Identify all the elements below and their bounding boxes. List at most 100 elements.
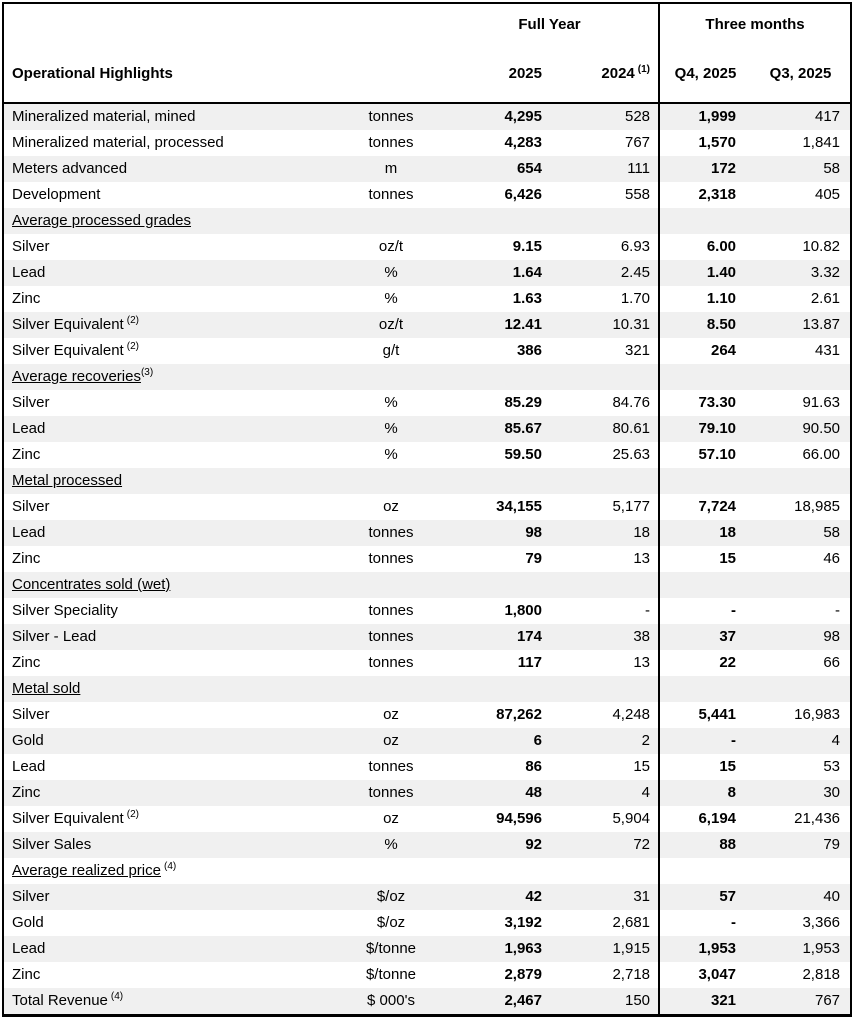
value-q3-cell: 767 (814, 991, 841, 1009)
value-fy2025-cell: 1.64 (512, 263, 542, 281)
value-q3-cell: 1,953 (802, 939, 841, 957)
value-fy2024-cell: 18 (633, 523, 651, 541)
value-q3-cell (751, 858, 851, 884)
value-q4-cell: - (658, 598, 752, 624)
value-fy2024-cell: 2,718 (612, 965, 651, 983)
value-fy2025-cell: 98 (525, 523, 542, 541)
table-row: Zinc tonnes 79 13 15 46 (3, 546, 851, 572)
unit-cell: tonnes (368, 523, 414, 541)
value-q4-cell: 6,194 (658, 806, 752, 832)
value-fy2024-cell: 13 (633, 549, 651, 567)
value-fy2024-cell: 2.45 (620, 263, 651, 281)
value-q4-cell: 8.50 (658, 312, 752, 338)
unit-cell: % (384, 835, 398, 853)
value-q4-cell (658, 468, 752, 494)
value-fy2024-cell: - (645, 601, 651, 619)
table-row: Silver oz 34,155 5,177 7,724 18,985 (3, 494, 851, 520)
value-q3-cell: 417 (814, 107, 841, 125)
unit-cell: % (384, 393, 398, 411)
unit-cell (341, 208, 441, 234)
value-fy2024-cell: 5,904 (612, 809, 651, 827)
value-q4-cell: - (658, 728, 752, 754)
value-q3-cell: 3,366 (802, 913, 841, 931)
footnote-marker: (2) (126, 808, 139, 820)
table-row: Gold $/oz 3,192 2,681- 3,366 (3, 910, 851, 936)
value-q4-cell: 1,570 (658, 130, 752, 156)
unit-cell: oz/t (378, 237, 404, 255)
value-q3-cell (751, 468, 851, 494)
value-q3-cell (751, 364, 851, 390)
table-row: Total Revenue (4) $ 000's 2,467 150 321 767 (3, 988, 852, 1016)
value-q4-cell (658, 208, 752, 234)
row-label-cell: Zinc (12, 653, 41, 671)
footnote-marker: (2) (126, 340, 139, 352)
value-q4-cell: 1,953 (658, 936, 752, 962)
value-q3-cell: 431 (814, 341, 841, 359)
value-q4-cell: 5,441 (658, 702, 752, 728)
row-label-cell: Silver Equivalent (2) (12, 808, 139, 827)
column-header-operational-highlights: Operational Highlights (3, 46, 441, 104)
value-fy2024-cell (574, 364, 659, 390)
unit-cell (341, 364, 441, 390)
row-label-cell: Silver Equivalent (2) (12, 314, 139, 333)
row-label-cell: Lead (12, 939, 46, 957)
value-q3-cell (751, 208, 851, 234)
table-row: Lead $/tonne 1,963 1,915 1,953 1,953 (3, 936, 852, 962)
value-fy2024-cell: 25.63 (612, 445, 651, 463)
table-row: Silver% 85.29 84.76 73.30 91.63 (3, 390, 851, 416)
value-q3-cell: 4 (831, 731, 841, 749)
value-fy2025-cell: 94,596 (496, 809, 542, 827)
value-fy2024-cell (574, 468, 659, 494)
unit-cell: $/tonne (365, 965, 417, 983)
unit-cell: % (384, 419, 398, 437)
row-label-cell: Mineralized material, processed (12, 133, 224, 151)
table-row: Gold oz 6 2- 4 (3, 728, 852, 754)
table-row: Silver Speciality tonnes 1,800- - - (3, 598, 851, 624)
value-q4-cell: 79.10 (658, 416, 752, 442)
value-q4-cell: 6.00 (658, 234, 752, 260)
section-row: Metal sold (3, 676, 852, 702)
unit-cell (341, 572, 441, 598)
value-q4-cell: 1,999 (658, 103, 752, 130)
section-label-cell: Metal processed (12, 471, 123, 489)
value-fy2025-cell: 386 (516, 341, 542, 359)
table-row: Development tonnes 6,426 558 2,318 405 (3, 182, 851, 208)
unit-cell: tonnes (368, 185, 414, 203)
unit-cell: % (384, 445, 398, 463)
unit-cell: tonnes (368, 757, 414, 775)
value-q4-cell (658, 572, 752, 598)
value-fy2024-cell: 13 (633, 653, 651, 671)
value-fy2025-cell: 85.29 (504, 393, 542, 411)
value-fy2024-cell: 2,681 (612, 913, 651, 931)
row-label-cell: Lead (12, 419, 46, 437)
value-q3-cell: 79 (823, 835, 841, 853)
value-q3-cell: - (835, 601, 841, 619)
header-group-row: Full Year Three months (3, 3, 852, 46)
section-label-cell: Metal sold (12, 679, 81, 697)
table-row: Lead% 85.67 80.61 79.10 90.50 (3, 416, 852, 442)
value-q4-cell: 57.10 (658, 442, 752, 468)
value-q4-cell: - (658, 910, 752, 936)
unit-cell: tonnes (368, 133, 414, 151)
unit-cell: tonnes (368, 783, 414, 801)
value-q4-cell: 73.30 (658, 390, 752, 416)
value-q4-cell: 321 (658, 988, 752, 1016)
value-fy2025-cell: 48 (525, 783, 542, 801)
footnote-marker: (4) (163, 860, 177, 872)
column-header-q3-2025: Q3, 2025 (751, 46, 852, 104)
section-row: Average realized price (4) (3, 858, 851, 884)
unit-cell: oz/t (378, 315, 404, 333)
column-header-q4-2025: Q4, 2025 (658, 46, 752, 104)
value-q4-cell: 264 (658, 338, 752, 364)
table-body: Mineralized material, mined tonnes 4,295 52… (3, 103, 852, 1016)
value-q3-cell: 21,436 (794, 809, 841, 827)
value-fy2024-cell (574, 676, 659, 702)
value-q3-cell: 66 (823, 653, 841, 671)
header-group-three-months: Three months (658, 3, 852, 46)
value-fy2024-cell: 72 (633, 835, 651, 853)
table-header: Full Year Three months Operational Highl… (3, 3, 852, 104)
table-row: Silver $/oz 42 31 57 40 (3, 884, 852, 910)
row-label-cell: Silver (12, 497, 50, 515)
unit-cell: oz (383, 809, 399, 827)
